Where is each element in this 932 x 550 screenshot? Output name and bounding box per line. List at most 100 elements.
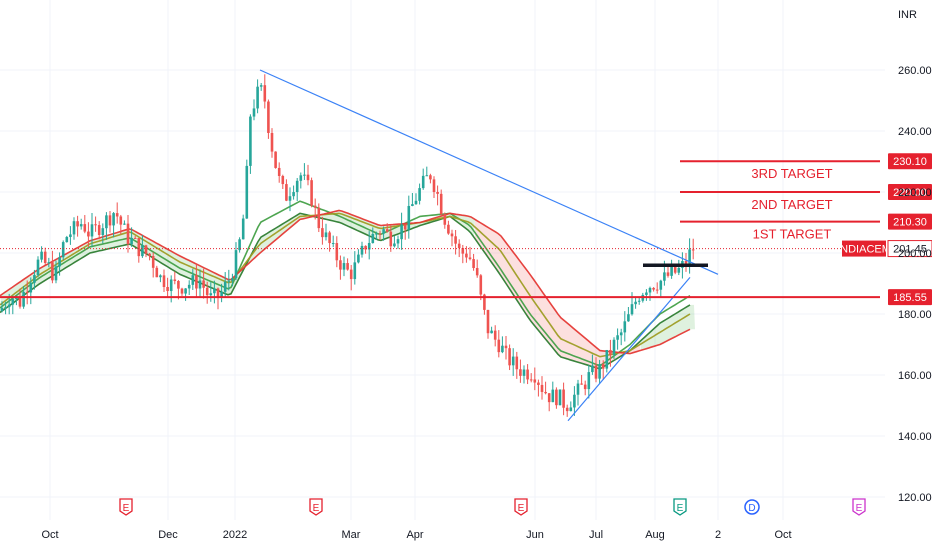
candle-body xyxy=(447,224,450,234)
earnings-marker[interactable]: E xyxy=(673,498,687,516)
candle-body xyxy=(598,364,601,379)
candle-body xyxy=(141,245,144,257)
candle-body xyxy=(324,232,328,238)
candle-body xyxy=(439,193,443,215)
trendlines[interactable] xyxy=(259,69,719,422)
earnings-marker[interactable]: E xyxy=(119,498,133,516)
candle-body xyxy=(346,263,349,270)
candle-body xyxy=(443,214,447,225)
price-level-tag[interactable] xyxy=(888,289,932,306)
candle-body xyxy=(105,215,108,229)
price-tick-label: 160.00 xyxy=(898,370,932,382)
price-level-value: 185.55 xyxy=(893,292,927,304)
moving-average-line xyxy=(0,200,691,367)
candle-body xyxy=(231,278,234,281)
candle-body xyxy=(605,349,609,369)
candle-body xyxy=(40,251,43,260)
time-axis[interactable]: Oct Dec 2022 Mar Apr Jun Jul Aug 2 Oct xyxy=(41,529,791,541)
candle-body xyxy=(519,369,522,376)
symbol-tag[interactable] xyxy=(842,240,886,257)
price-level-value: 220.00 xyxy=(893,187,927,199)
candle-body xyxy=(429,175,432,180)
candle-body xyxy=(144,245,148,254)
candle-body xyxy=(317,207,321,229)
candle-body xyxy=(400,224,403,240)
candle-body xyxy=(263,85,267,102)
candle-body xyxy=(573,394,576,408)
candle-body xyxy=(663,272,666,281)
time-tick-label: Jun xyxy=(526,529,544,541)
candle-body xyxy=(432,179,436,192)
earnings-marker[interactable]: E xyxy=(852,498,866,516)
candle-body xyxy=(609,349,612,355)
candle-body xyxy=(11,299,15,305)
candle-body xyxy=(274,151,277,168)
candle-body xyxy=(245,165,249,219)
candle-body xyxy=(72,221,76,235)
candle-body xyxy=(256,86,259,109)
candle-body xyxy=(508,348,511,366)
candle-body xyxy=(137,238,141,257)
horizontal-levels[interactable]: 185.55 1ST TARGET 210.30 2ND TARGET 220.00 3R… xyxy=(0,153,932,306)
moving-average-line xyxy=(0,212,691,358)
earnings-flag-icon xyxy=(309,498,323,516)
candle-body xyxy=(33,275,36,283)
candle-body xyxy=(583,384,587,390)
candle-body xyxy=(670,266,673,276)
candle-body xyxy=(339,260,342,270)
candle-body xyxy=(360,245,364,255)
candle-body xyxy=(123,223,126,225)
candle-body xyxy=(43,251,47,263)
candle-body xyxy=(205,287,209,296)
time-tick-label: Apr xyxy=(406,529,423,541)
candle-body xyxy=(655,289,659,291)
candle-body xyxy=(594,365,598,379)
candle-body xyxy=(357,254,360,263)
candle-body xyxy=(612,339,616,355)
trendline[interactable] xyxy=(567,277,691,422)
price-level-tag[interactable] xyxy=(888,153,932,170)
price-tick-label: 220.00 xyxy=(898,187,932,199)
candle-body xyxy=(580,383,583,385)
price-level-tag[interactable] xyxy=(888,213,932,230)
candle-body xyxy=(310,180,313,206)
earnings-flag-icon xyxy=(119,498,133,516)
candle-body xyxy=(209,293,213,296)
candle-body xyxy=(425,175,429,177)
candle-body xyxy=(51,262,54,281)
price-axis[interactable]: 120.00 140.00 160.00 180.00 200.00 220.00 240.… xyxy=(898,65,932,504)
candle-body xyxy=(83,224,87,232)
candle-body xyxy=(637,300,641,302)
last-price-tag[interactable] xyxy=(887,240,932,258)
candle-body xyxy=(155,267,159,278)
candle-body xyxy=(342,263,346,270)
event-letter: E xyxy=(518,503,525,514)
candle-body xyxy=(555,389,558,406)
candle-body xyxy=(130,237,133,245)
candle-body xyxy=(321,228,324,238)
candle-body xyxy=(403,224,407,230)
candle-body xyxy=(65,237,69,243)
price-level-tag[interactable] xyxy=(888,184,932,200)
dividend-marker[interactable]: D xyxy=(744,499,760,515)
earnings-marker[interactable]: E xyxy=(309,498,323,516)
trendline[interactable] xyxy=(259,69,719,275)
candle-body xyxy=(191,275,195,285)
candle-body xyxy=(292,192,295,197)
candle-body xyxy=(414,200,418,205)
time-tick-label: Mar xyxy=(342,529,361,541)
candle-body xyxy=(576,383,580,395)
candle-body xyxy=(475,268,479,276)
candle-body xyxy=(371,233,375,243)
candle-body xyxy=(490,330,493,334)
candle-body xyxy=(36,259,40,276)
candle-body xyxy=(537,382,540,385)
candle-body xyxy=(94,224,97,226)
candle-body xyxy=(504,345,508,349)
candle-body xyxy=(382,229,385,234)
candle-body xyxy=(151,256,155,268)
earnings-marker[interactable]: E xyxy=(514,498,528,516)
event-letter: D xyxy=(748,503,755,514)
